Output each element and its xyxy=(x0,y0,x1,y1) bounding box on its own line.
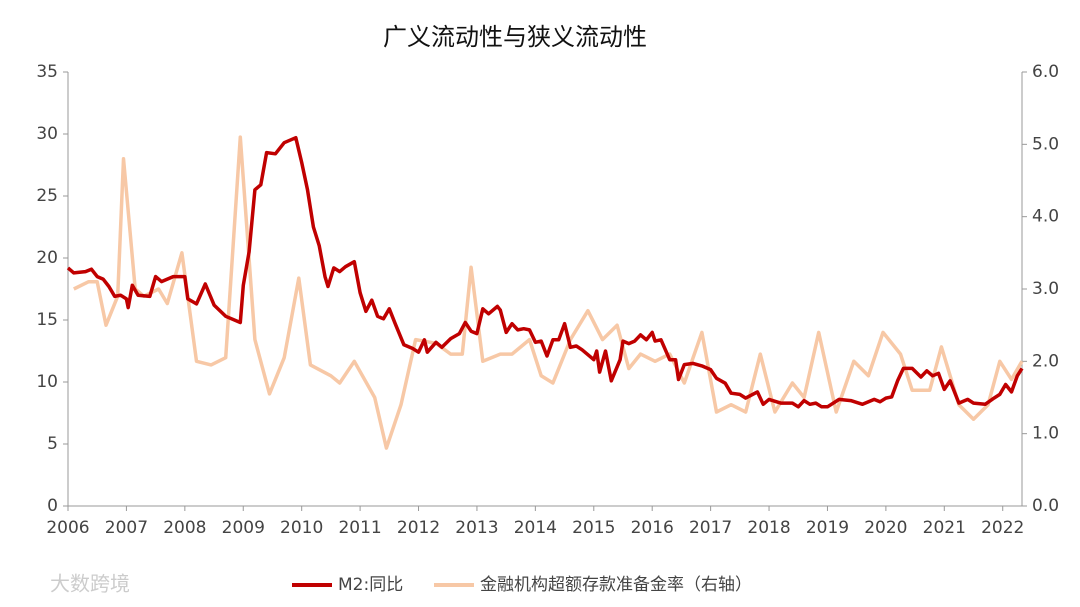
series-line xyxy=(73,135,1024,450)
series-line xyxy=(66,135,1024,409)
x-tick-label: 2016 xyxy=(631,518,674,538)
y2-tick-label: 0.0 xyxy=(1032,496,1059,516)
x-tick-label: 2014 xyxy=(514,518,557,538)
x-tick-label: 2008 xyxy=(163,518,206,538)
x-tick-label: 2015 xyxy=(572,518,615,538)
x-tick-label: 2022 xyxy=(981,518,1024,538)
legend-label: M2:同比 xyxy=(338,575,403,595)
legend-label: 金融机构超额存款准备金率（右轴） xyxy=(480,575,752,595)
x-tick-label: 2020 xyxy=(864,518,907,538)
y-tick-label: 20 xyxy=(36,248,58,268)
x-tick-label: 2007 xyxy=(105,518,148,538)
x-tick-label: 2010 xyxy=(280,518,323,538)
y2-tick-label: 1.0 xyxy=(1032,424,1059,444)
x-tick-label: 2009 xyxy=(222,518,265,538)
y-tick-label: 15 xyxy=(36,310,58,330)
x-tick-label: 2011 xyxy=(338,518,381,538)
x-tick-label: 2019 xyxy=(806,518,849,538)
x-tick-label: 2021 xyxy=(923,518,966,538)
x-tick-label: 2018 xyxy=(747,518,790,538)
chart-title: 广义流动性与狭义流动性 xyxy=(383,23,647,51)
y2-tick-label: 6.0 xyxy=(1032,62,1059,82)
y-tick-label: 5 xyxy=(47,434,58,454)
x-tick-label: 2006 xyxy=(46,518,89,538)
x-tick-label: 2017 xyxy=(689,518,732,538)
y-tick-label: 10 xyxy=(36,372,58,392)
y2-tick-label: 3.0 xyxy=(1032,279,1059,299)
y2-tick-label: 5.0 xyxy=(1032,134,1059,154)
y2-tick-label: 4.0 xyxy=(1032,207,1059,227)
y-tick-label: 35 xyxy=(36,62,58,82)
y-tick-label: 30 xyxy=(36,124,58,144)
y2-tick-label: 2.0 xyxy=(1032,351,1059,371)
watermark: 大数跨境 xyxy=(50,572,130,596)
x-tick-label: 2012 xyxy=(397,518,440,538)
y-tick-label: 0 xyxy=(47,496,58,516)
y-tick-label: 25 xyxy=(36,186,58,206)
x-tick-label: 2013 xyxy=(455,518,498,538)
